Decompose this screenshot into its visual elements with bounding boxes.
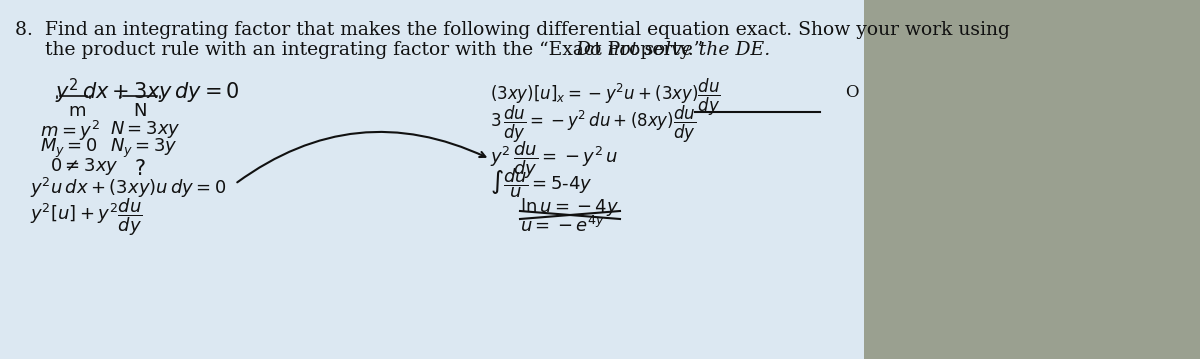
- Text: $\ln u = -4y$: $\ln u = -4y$: [520, 196, 619, 218]
- Text: $\int\dfrac{du}{u} = 5\text{-}4y$: $\int\dfrac{du}{u} = 5\text{-}4y$: [490, 166, 593, 200]
- Text: $(3xy)[u]_x = -y^2 u + (3xy)\dfrac{du}{dy}$: $(3xy)[u]_x = -y^2 u + (3xy)\dfrac{du}{d…: [490, 77, 721, 118]
- Text: $y^2\,dx + 3xy\,dy = 0$: $y^2\,dx + 3xy\,dy = 0$: [55, 77, 240, 106]
- Text: the product rule with an integrating factor with the “Exact Property.”: the product rule with an integrating fac…: [14, 41, 715, 59]
- Text: Do not solve the DE.: Do not solve the DE.: [575, 41, 770, 59]
- Text: $y^2 u\,dx + (3xy)u\,dy = 0$: $y^2 u\,dx + (3xy)u\,dy = 0$: [30, 176, 227, 200]
- Text: $y^2\,\dfrac{du}{dy} = -y^2\,u$: $y^2\,\dfrac{du}{dy} = -y^2\,u$: [490, 139, 618, 181]
- Text: $y^2[u] + y^2\dfrac{du}{dy}$: $y^2[u] + y^2\dfrac{du}{dy}$: [30, 196, 143, 238]
- Text: O: O: [845, 84, 858, 101]
- Text: $0 \neq 3xy$: $0 \neq 3xy$: [50, 156, 119, 177]
- Text: $N_y = 3y$: $N_y = 3y$: [110, 137, 178, 160]
- Text: $m = y^2$: $m = y^2$: [40, 119, 100, 143]
- Text: ?: ?: [134, 159, 146, 179]
- Text: $3\,\dfrac{du}{dy} = -y^2\,du + (8xy)\dfrac{du}{dy}$: $3\,\dfrac{du}{dy} = -y^2\,du + (8xy)\df…: [490, 104, 696, 145]
- Text: $N = 3xy$: $N = 3xy$: [110, 119, 180, 140]
- Text: $M_y = 0$: $M_y = 0$: [40, 137, 97, 160]
- Text: m: m: [68, 102, 85, 120]
- Text: $u = -e^{4y}$: $u = -e^{4y}$: [520, 216, 605, 236]
- Text: 8.  Find an integrating factor that makes the following differential equation ex: 8. Find an integrating factor that makes…: [14, 21, 1010, 39]
- Text: N: N: [133, 102, 146, 120]
